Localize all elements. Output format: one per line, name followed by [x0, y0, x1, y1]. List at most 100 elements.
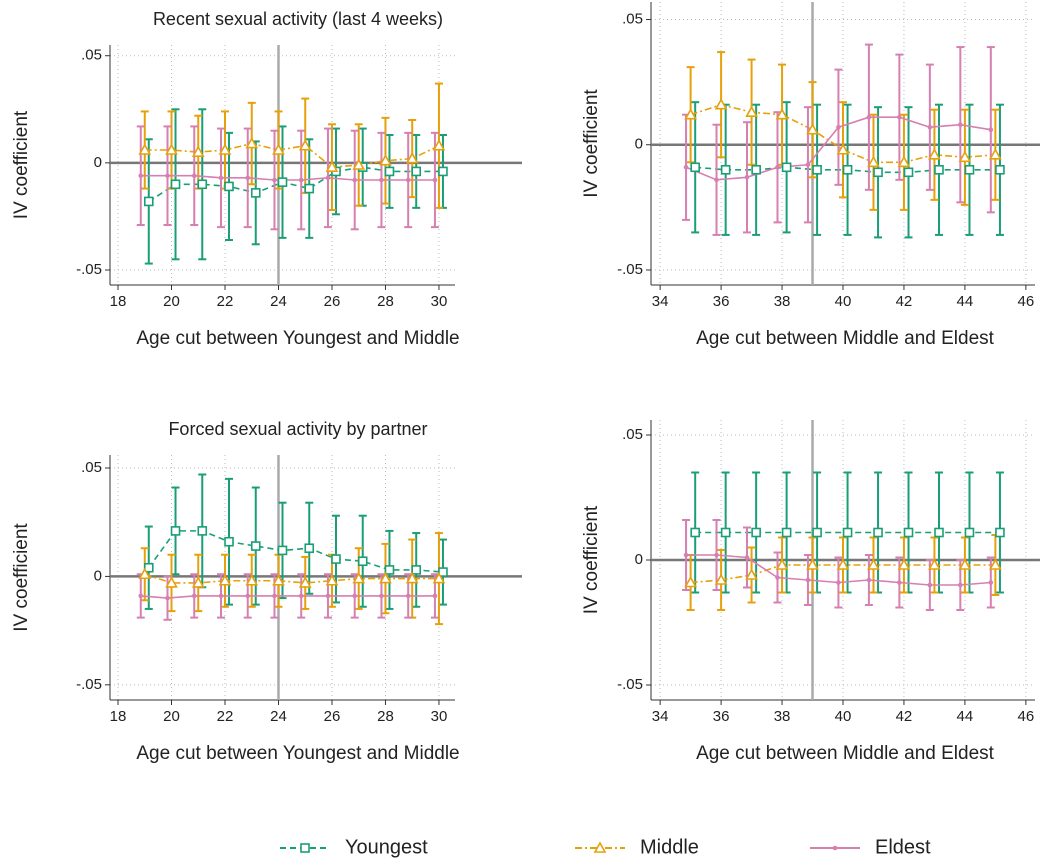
x-tick-label: 24 [270, 293, 287, 310]
legend-item: Eldest [810, 836, 931, 858]
x-tick-label: 46 [1018, 293, 1035, 310]
panel: 18 20 22 24 26 28 30 -.05 0 .05 Forced sexual acti… [11, 419, 522, 764]
marker [775, 575, 780, 580]
marker [352, 571, 366, 584]
panel-title: Forced sexual activity by partner [168, 419, 427, 439]
series-line [140, 595, 435, 599]
marker [411, 565, 422, 575]
marker [934, 164, 944, 175]
y-tick-label: 0 [94, 154, 102, 171]
marker [989, 148, 1002, 160]
marker [357, 556, 368, 567]
marker [218, 175, 224, 181]
marker [224, 181, 234, 192]
x-tick-label: 20 [163, 708, 180, 725]
y-tick-label: -.05 [617, 261, 643, 278]
x-tick-label: 30 [431, 293, 448, 310]
marker [775, 558, 789, 570]
marker [867, 558, 880, 570]
marker [405, 593, 411, 599]
marker [928, 148, 941, 160]
marker [304, 543, 315, 554]
marker [197, 179, 208, 190]
y-axis-title: IV coefficient [11, 523, 32, 632]
marker [836, 580, 841, 585]
marker [812, 164, 822, 175]
marker [593, 841, 607, 853]
marker [432, 139, 446, 151]
x-tick-label: 18 [110, 708, 127, 725]
marker [842, 527, 853, 538]
marker [958, 558, 972, 570]
marker [138, 173, 144, 179]
marker [958, 122, 963, 128]
marker [352, 158, 366, 170]
marker [832, 845, 838, 851]
marker [744, 555, 750, 560]
marker [272, 574, 285, 586]
marker [897, 114, 902, 120]
marker [867, 155, 880, 168]
marker [805, 162, 811, 168]
marker [379, 154, 392, 166]
marker [432, 571, 446, 584]
marker [836, 124, 841, 130]
marker [683, 552, 689, 558]
marker [964, 527, 975, 538]
x-tick-label: 42 [896, 708, 913, 725]
marker [405, 151, 419, 164]
marker [405, 177, 411, 183]
marker [866, 114, 872, 120]
marker [325, 160, 339, 172]
y-tick-label: .05 [622, 10, 643, 27]
marker [873, 167, 883, 178]
marker [903, 167, 914, 178]
panel-title: Recent sexual activity (last 4 weeks) [153, 9, 443, 29]
marker [432, 177, 438, 183]
marker [191, 173, 197, 179]
marker [138, 143, 152, 155]
x-tick-label: 30 [431, 708, 448, 725]
marker [298, 576, 312, 588]
x-tick-label: 38 [774, 708, 791, 725]
y-tick-label: -.05 [617, 676, 643, 693]
marker [720, 527, 731, 538]
y-tick-label: -.05 [76, 261, 102, 278]
y-axis-title: IV coefficient [11, 110, 32, 219]
marker [745, 568, 758, 580]
marker [170, 526, 181, 536]
marker [432, 593, 438, 599]
series-line [148, 166, 443, 203]
marker [300, 843, 310, 853]
x-tick-label: 34 [652, 708, 669, 725]
y-axis-title: IV coefficient [581, 505, 602, 614]
x-tick-label: 46 [1018, 708, 1035, 725]
marker [224, 536, 234, 547]
marker [806, 558, 819, 570]
marker [379, 177, 384, 183]
x-tick-label: 36 [713, 293, 730, 310]
marker [720, 164, 731, 175]
y-tick-label: 0 [635, 136, 643, 153]
marker [191, 576, 205, 588]
panel: 18 20 22 24 26 28 30 -.05 0 .05 Recent sexual acti… [11, 9, 522, 349]
x-tick-label: 18 [110, 293, 127, 310]
marker [897, 155, 911, 168]
marker [751, 527, 761, 538]
marker [897, 580, 902, 585]
y-tick-label: 0 [94, 567, 102, 584]
marker [989, 558, 1002, 570]
legend-item: Middle [575, 836, 699, 858]
marker [781, 162, 792, 173]
marker [903, 527, 914, 538]
series-line [148, 530, 444, 573]
marker [191, 145, 205, 157]
x-tick-label: 40 [835, 708, 852, 725]
marker [806, 123, 819, 135]
x-axis-title: Age cut between Middle and Eldest [696, 743, 995, 764]
marker [690, 527, 700, 538]
marker [272, 143, 285, 155]
marker [751, 164, 761, 175]
marker [245, 175, 251, 181]
